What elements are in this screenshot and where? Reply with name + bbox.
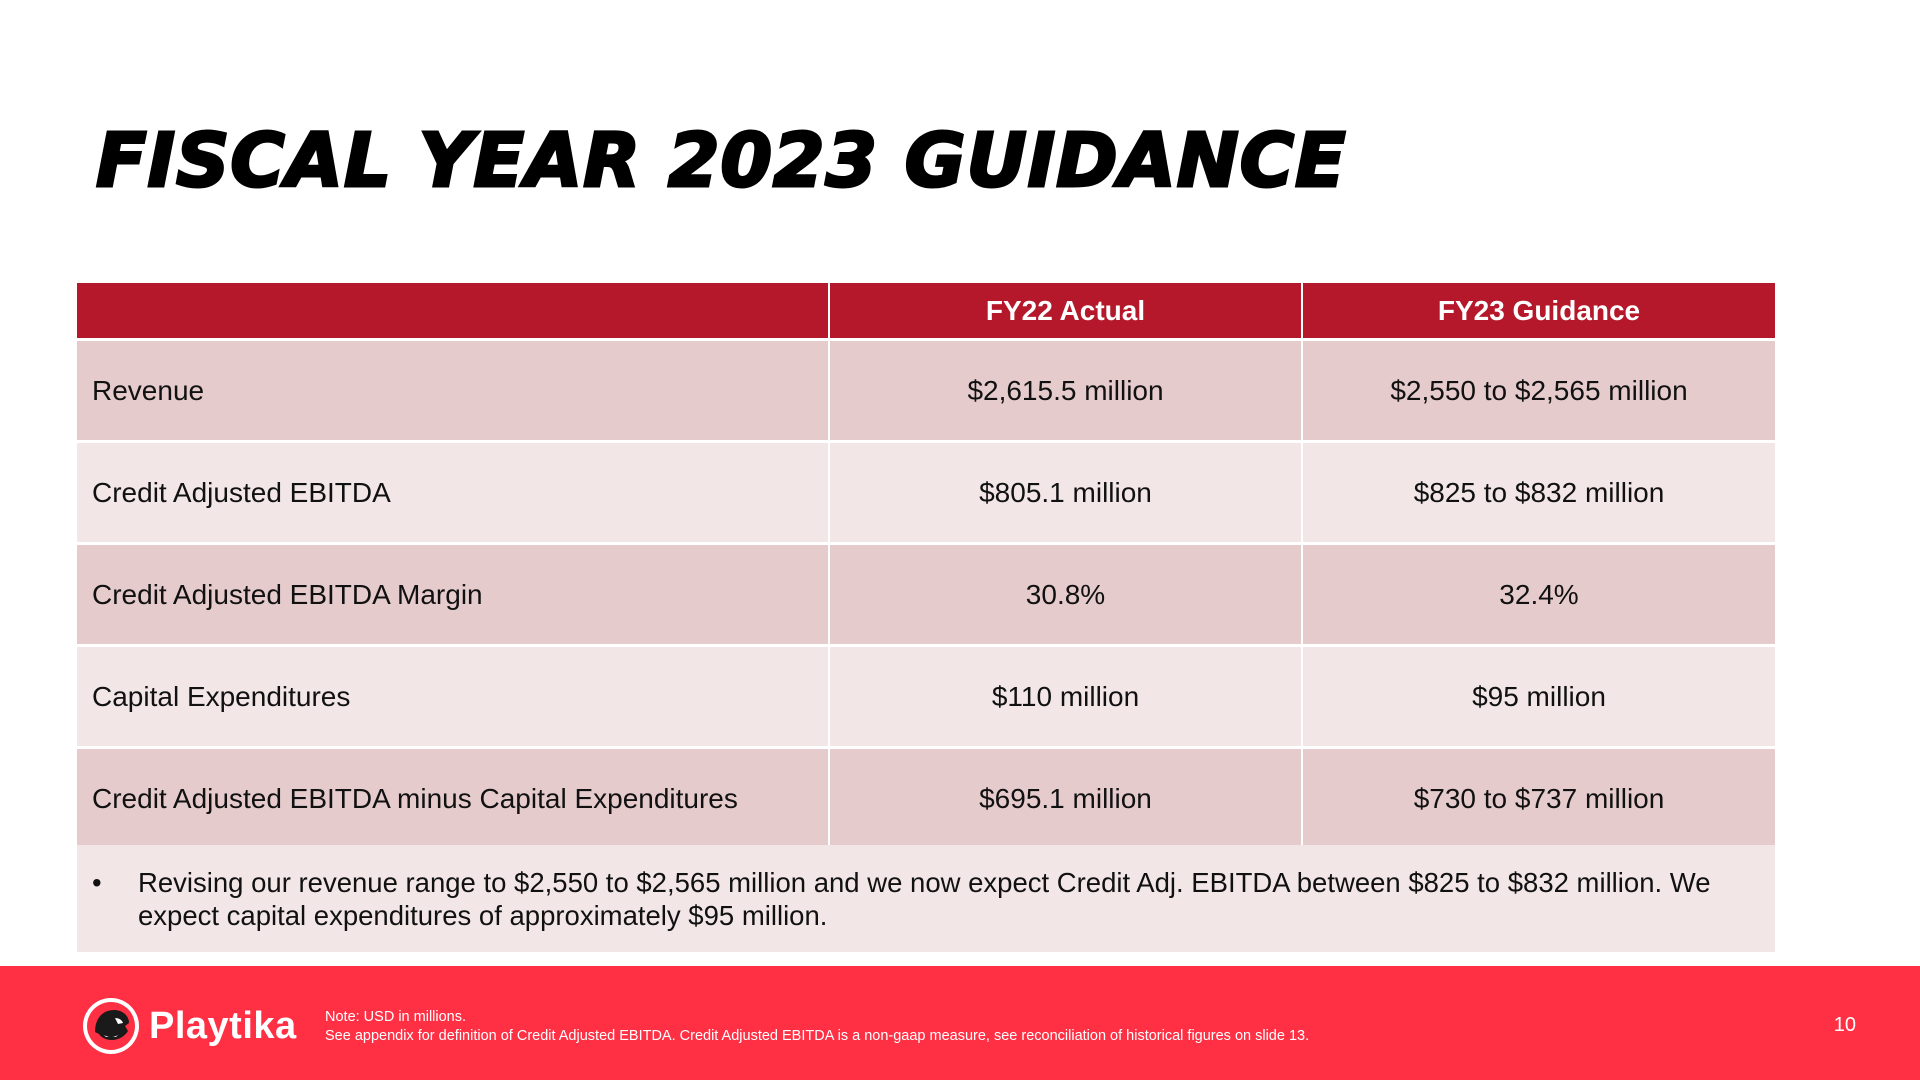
row-label: Credit Adjusted EBITDA minus Capital Exp… xyxy=(77,746,830,848)
table-header-row: FY22 Actual FY23 Guidance xyxy=(77,283,1775,340)
brand-name: Playtika xyxy=(149,1004,297,1047)
fy22-value: $805.1 million xyxy=(829,440,1303,544)
slide-title: FISCAL YEAR 2023 GUIDANCE xyxy=(95,117,1348,206)
guidance-note: • Revising our revenue range to $2,550 t… xyxy=(77,845,1775,952)
guidance-note-text: Revising our revenue range to $2,550 to … xyxy=(138,867,1711,931)
table-row: Credit Adjusted EBITDA minus Capital Exp… xyxy=(77,746,1775,848)
guidance-table: FY22 Actual FY23 Guidance Revenue $2,615… xyxy=(77,283,1775,848)
footnote-line-2: See appendix for definition of Credit Ad… xyxy=(325,1028,1310,1044)
row-label: Credit Adjusted EBITDA xyxy=(77,440,830,544)
fy22-value: $695.1 million xyxy=(829,746,1303,848)
header-fy22-actual: FY22 Actual xyxy=(829,283,1303,340)
fy23-value: $2,550 to $2,565 million xyxy=(1302,338,1775,442)
playtika-logo: Playtika xyxy=(81,996,297,1056)
table-row: Revenue $2,615.5 million $2,550 to $2,56… xyxy=(77,338,1775,442)
panther-head-icon xyxy=(83,998,139,1054)
footnotes: Note: USD in millions. See appendix for … xyxy=(325,1008,1309,1046)
fy23-value: 32.4% xyxy=(1302,542,1775,646)
row-label: Credit Adjusted EBITDA Margin xyxy=(77,542,830,646)
fy22-value: 30.8% xyxy=(829,542,1303,646)
bullet-point: • xyxy=(92,867,102,898)
fy23-value: $825 to $832 million xyxy=(1302,440,1775,544)
row-label: Capital Expenditures xyxy=(77,644,830,748)
footer-bar: Playtika Note: USD in millions. See appe… xyxy=(0,966,1920,1080)
header-fy23-guidance: FY23 Guidance xyxy=(1302,283,1775,340)
fy22-value: $110 million xyxy=(829,644,1303,748)
page-number: 10 xyxy=(1833,1014,1856,1036)
row-label: Revenue xyxy=(77,338,830,442)
fy23-value: $730 to $737 million xyxy=(1302,746,1775,848)
table-row: Credit Adjusted EBITDA Margin 30.8% 32.4… xyxy=(77,542,1775,646)
header-metric xyxy=(77,283,830,340)
table-row: Capital Expenditures $110 million $95 mi… xyxy=(77,644,1775,748)
fy22-value: $2,615.5 million xyxy=(829,338,1303,442)
fy23-value: $95 million xyxy=(1302,644,1775,748)
table-row: Credit Adjusted EBITDA $805.1 million $8… xyxy=(77,440,1775,544)
footnote-line-1: Note: USD in millions. xyxy=(325,1009,467,1025)
